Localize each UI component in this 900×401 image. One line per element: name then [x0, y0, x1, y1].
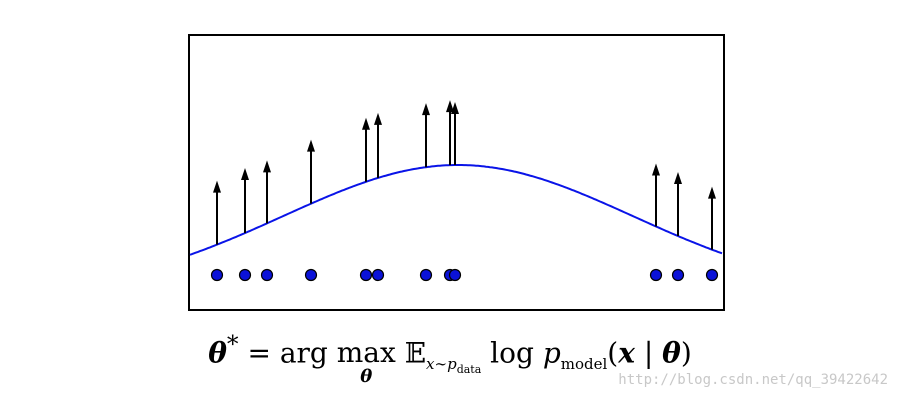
expectation-subsubscript: data — [456, 362, 482, 376]
data-point-2 — [238, 268, 252, 282]
data-points — [210, 268, 719, 282]
max-likelihood-equation: θ* = arg max θ 𝔼x∼pdata log pmodel(x | θ) — [0, 330, 900, 387]
model-density-curve — [189, 164, 723, 256]
arg-operator: arg — [279, 336, 328, 370]
p-symbol: p — [542, 336, 561, 370]
gradient-arrowhead-8 — [446, 100, 454, 113]
theta-symbol: θ — [208, 336, 227, 370]
max-operator: max θ — [336, 336, 396, 387]
gradient-arrowhead-11 — [674, 172, 682, 185]
data-point-5 — [359, 268, 373, 282]
log-operator: log — [481, 336, 543, 370]
expectation-subscript: x∼p — [426, 354, 457, 373]
max-label: max — [336, 336, 396, 370]
gradient-arrowhead-12 — [708, 186, 716, 199]
max-subscript: θ — [360, 366, 373, 388]
watermark: http://blog.csdn.net/qq_39422642 — [618, 372, 888, 388]
data-point-3 — [260, 268, 274, 282]
x-symbol: x — [618, 336, 635, 370]
data-point-11 — [671, 268, 685, 282]
equals-sign: = — [238, 336, 280, 370]
data-point-9 — [448, 268, 462, 282]
optimal-marker: * — [226, 330, 239, 358]
data-point-12 — [705, 268, 719, 282]
plot-frame — [188, 34, 725, 311]
gradient-arrowhead-2 — [241, 168, 249, 181]
gradient-arrowhead-3 — [263, 160, 271, 173]
close-paren: ) — [680, 336, 692, 370]
data-point-6 — [371, 268, 385, 282]
gradient-arrows — [213, 100, 716, 250]
gradient-arrowhead-9 — [451, 102, 459, 115]
gradient-arrowhead-10 — [652, 163, 660, 176]
gradient-arrowhead-5 — [362, 117, 370, 130]
open-paren: ( — [607, 336, 619, 370]
gradient-arrowhead-7 — [422, 103, 430, 116]
data-point-1 — [210, 268, 224, 282]
p-subscript: model — [560, 354, 608, 373]
gradient-arrowhead-1 — [213, 180, 221, 193]
gradient-arrowhead-4 — [307, 139, 315, 152]
given-bar: | — [634, 336, 663, 370]
theta-symbol-2: θ — [662, 336, 681, 370]
data-point-4 — [304, 268, 318, 282]
data-point-10 — [649, 268, 663, 282]
gradient-arrowhead-6 — [374, 112, 382, 125]
expectation-symbol: 𝔼 — [404, 336, 427, 370]
data-point-7 — [419, 268, 433, 282]
